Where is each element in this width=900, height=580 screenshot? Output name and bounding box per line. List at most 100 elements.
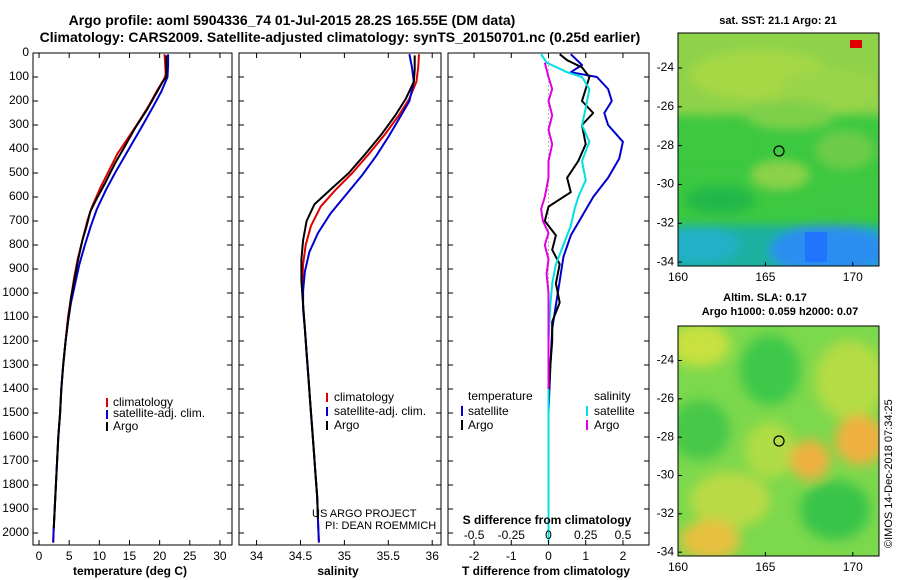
temperature-xlabel: temperature (deg C) — [73, 564, 187, 578]
map-x-tick-label: 160 — [668, 560, 688, 574]
depth-tick-label: 1000 — [2, 285, 29, 299]
map-x-tick-label: 165 — [755, 270, 775, 284]
legend-label-argo: Argo — [334, 418, 360, 432]
sla-map-title-2: Argo h1000: 0.059 h2000: 0.07 — [702, 306, 859, 318]
temperature-panel: 0 5 10 15 20 25 30 temperature (deg C) climato… — [32, 52, 233, 578]
series-line-satellite-adj-clim- — [302, 54, 415, 543]
legend-label-t-argo: Argo — [468, 418, 494, 432]
sst-map-title: sat. SST: 21.1 Argo: 21 — [719, 15, 837, 27]
legend-label-argo: Argo — [113, 419, 139, 433]
map-x-tick-label: 165 — [755, 560, 775, 574]
depth-tick-label: 1900 — [2, 501, 29, 515]
map-y-tick-label: -32 — [657, 506, 675, 520]
x-tick-label: -2 — [469, 549, 480, 563]
map-y-tick-label: -24 — [657, 60, 675, 74]
map-x-tick-label: 170 — [843, 560, 863, 574]
depth-tick-label: 100 — [9, 69, 29, 83]
x-tick-label: 34.5 — [289, 549, 313, 563]
legend-label-t-satellite: satellite — [468, 404, 509, 418]
map-y-tick-label: -34 — [657, 254, 675, 268]
title-line-1: Argo profile: aoml 5904336_74 01-Jul-201… — [69, 12, 516, 28]
series-line-t-argo — [543, 53, 595, 531]
temperature-plot-frame — [32, 52, 233, 546]
x-tick-label: 2 — [620, 549, 627, 563]
x-tick-label: 5 — [66, 549, 73, 563]
depth-tick-label: 200 — [9, 93, 29, 107]
depth-tick-label: 1700 — [2, 453, 29, 467]
x-tick-label: 34 — [250, 549, 264, 563]
imos-watermark: ©IMOS 14-Dec-2018 07:34:25 — [883, 399, 895, 548]
depth-tick-label: 1100 — [3, 309, 29, 323]
depth-tick-label: 600 — [9, 189, 29, 203]
legend-label-satellite: satellite-adj. clim. — [334, 404, 426, 418]
sla-map-panel: Altim. SLA: 0.17 Argo h1000: 0.059 h2000… — [657, 292, 880, 574]
x-tick-label: 25 — [183, 549, 197, 563]
map-y-tick-label: -24 — [657, 353, 675, 367]
series-line-argo — [52, 55, 168, 529]
x-tick-label: 20 — [153, 549, 167, 563]
salinity-panel: 34 34.5 35 35.5 36 salinity climatology sate… — [238, 52, 442, 578]
map-x-tick-label: 160 — [668, 270, 688, 284]
depth-tick-label: 700 — [9, 213, 29, 227]
depth-tick-label: 1800 — [2, 477, 29, 491]
salinity-diff-tick-label: 0.25 — [574, 528, 598, 542]
difference-panel: -2 -1 0 1 2 -0.5 -0.25 0 0.25 0.5 T difference f… — [447, 52, 650, 578]
sla-map-field — [678, 326, 879, 556]
x-tick-label: 10 — [93, 549, 107, 563]
series-line-argo — [300, 55, 416, 519]
depth-axis: 0 100 200 300 400 500 600 700 800 900 1000 1100 1200… — [2, 45, 29, 539]
legend-title-temperature: temperature — [468, 389, 533, 403]
depth-tick-label: 0 — [22, 45, 29, 59]
depth-tick-label: 300 — [9, 117, 29, 131]
legend-label-climatology: climatology — [334, 390, 394, 404]
sst-map-field — [678, 33, 879, 266]
depth-tick-label: 800 — [9, 237, 29, 251]
x-tick-label: 0 — [36, 549, 43, 563]
map-x-tick-label: 170 — [843, 270, 863, 284]
map-y-tick-label: -30 — [657, 468, 675, 482]
map-y-tick-label: -26 — [657, 391, 675, 405]
x-tick-label: 30 — [213, 549, 227, 563]
map-y-tick-label: -30 — [657, 177, 675, 191]
legend-label-climatology: climatology — [113, 395, 173, 409]
depth-tick-label: 500 — [9, 165, 29, 179]
x-tick-label: 1 — [582, 549, 589, 563]
x-tick-label: 36 — [426, 549, 440, 563]
depth-tick-label: 1400 — [2, 381, 29, 395]
title-line-2: Climatology: CARS2009. Satellite-adjuste… — [40, 29, 641, 45]
series-line-climatology — [301, 54, 420, 543]
depth-tick-label: 1300 — [2, 357, 29, 371]
difference-xlabel-temperature: T difference from climatology — [462, 564, 630, 578]
salinity-legend: climatology satellite-adj. clim. Argo — [326, 390, 426, 432]
salinity-plot-frame — [238, 52, 442, 546]
sla-map-frame — [677, 325, 880, 557]
salinity-diff-tick-label: -0.5 — [464, 528, 485, 542]
depth-tick-label: 1200 — [2, 333, 29, 347]
credit-line-2: PI: DEAN ROEMMICH — [325, 520, 436, 532]
salinity-diff-tick-label: -0.25 — [498, 528, 526, 542]
x-tick-label: -1 — [506, 549, 517, 563]
map-y-tick-label: -26 — [657, 99, 675, 113]
map-y-tick-label: -28 — [657, 429, 675, 443]
x-tick-label: 35.5 — [377, 549, 401, 563]
depth-tick-label: 900 — [9, 261, 29, 275]
difference-legend: temperature satellite Argo salinity sate… — [461, 389, 635, 432]
salinity-diff-tick-label: 0.5 — [615, 528, 632, 542]
sla-argo-position-marker — [773, 435, 785, 447]
difference-xlabel-salinity: S difference from climatology — [463, 513, 632, 527]
sla-map-title-1: Altim. SLA: 0.17 — [723, 292, 807, 304]
map-y-tick-label: -34 — [657, 544, 675, 558]
sst-map-frame — [677, 32, 880, 267]
x-tick-label: 15 — [123, 549, 137, 563]
depth-tick-label: 1500 — [2, 405, 29, 419]
map-y-tick-label: -28 — [657, 138, 675, 152]
salinity-xlabel: salinity — [317, 564, 359, 578]
x-tick-label: 0 — [545, 549, 552, 563]
series-line-s-argo — [540, 62, 554, 389]
map-y-tick-label: -32 — [657, 215, 675, 229]
depth-tick-label: 1600 — [2, 429, 29, 443]
legend-label-s-satellite: satellite — [594, 404, 635, 418]
depth-tick-label: 2000 — [2, 525, 29, 539]
legend-label-satellite: satellite-adj. clim. — [113, 406, 205, 420]
legend-label-s-argo: Argo — [594, 418, 620, 432]
